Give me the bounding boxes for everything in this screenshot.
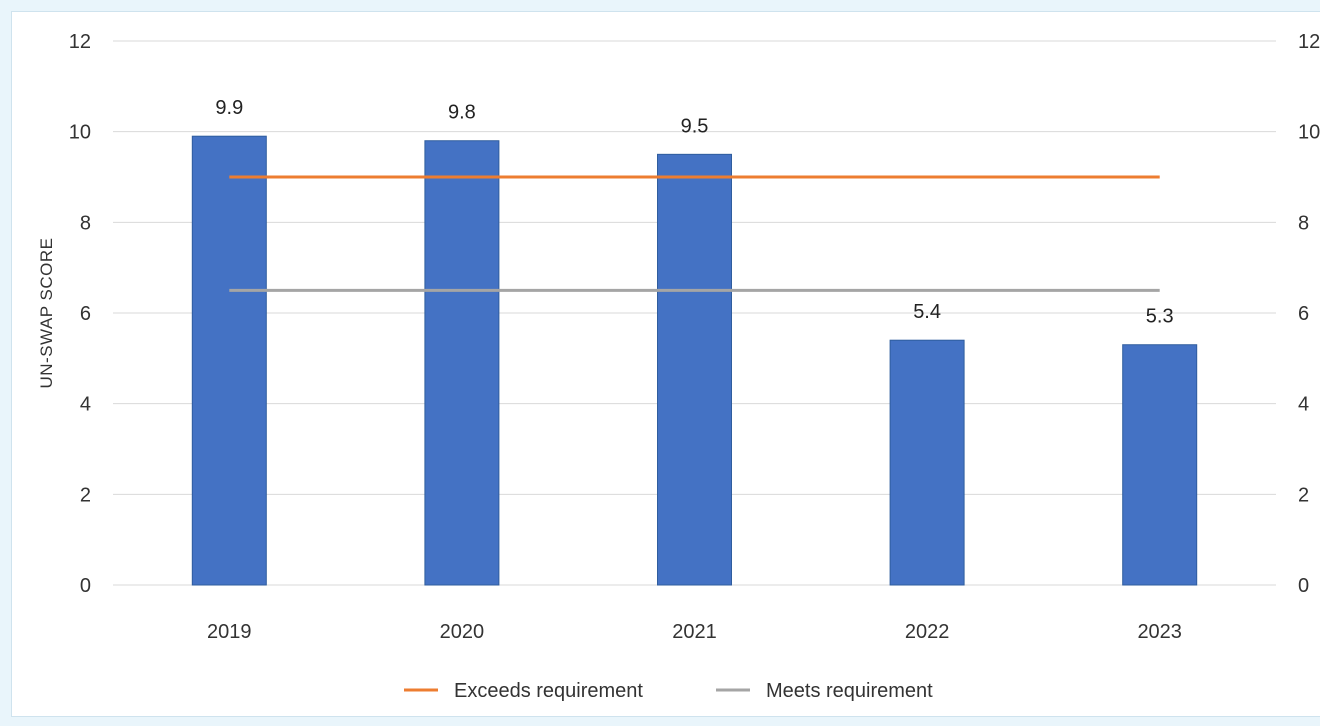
- bar: [191, 135, 267, 586]
- y-tick-label: 12: [69, 31, 91, 53]
- secondary-y-axis-ticks: 0 2 4 6 8 10 12: [1298, 31, 1320, 597]
- secondary-y-tick-label: 8: [1298, 212, 1309, 234]
- x-tick-label: 2020: [440, 621, 485, 643]
- y-tick-label: 10: [69, 122, 91, 144]
- data-labels: 9.9 9.8 9.5 5.4 5.3: [215, 97, 1173, 328]
- bar: [657, 153, 732, 586]
- y-axis-label: UN-SWAP SCORE: [37, 237, 56, 388]
- data-label: 5.4: [913, 301, 941, 323]
- y-tick-label: 8: [80, 212, 91, 234]
- y-tick-label: 0: [80, 575, 91, 597]
- secondary-y-tick-label: 0: [1298, 575, 1309, 597]
- bar: [1122, 344, 1198, 586]
- x-tick-label: 2021: [672, 621, 717, 643]
- bar: [889, 339, 965, 586]
- x-tick-label: 2023: [1137, 621, 1182, 643]
- legend-item: Exceeds requirement: [404, 680, 643, 702]
- x-tick-label: 2019: [207, 621, 252, 643]
- data-label: 5.3: [1146, 306, 1174, 328]
- data-label: 9.9: [215, 97, 243, 119]
- y-axis-ticks: 0 2 4 6 8 10 12: [69, 31, 91, 597]
- legend-label: Meets requirement: [766, 680, 933, 702]
- secondary-y-tick-label: 12: [1298, 31, 1320, 53]
- bars: [191, 135, 1198, 586]
- y-tick-label: 2: [80, 484, 91, 506]
- data-label: 9.8: [448, 102, 476, 124]
- secondary-y-tick-label: 2: [1298, 484, 1309, 506]
- secondary-y-tick-label: 10: [1298, 122, 1320, 144]
- x-tick-label: 2022: [905, 621, 950, 643]
- y-tick-label: 6: [80, 303, 91, 325]
- legend-item: Meets requirement: [716, 680, 933, 702]
- y-tick-label: 4: [80, 394, 91, 416]
- reference-lines: [229, 175, 1160, 292]
- legend: Exceeds requirement Meets requirement: [404, 680, 933, 702]
- secondary-y-tick-label: 6: [1298, 303, 1309, 325]
- legend-label: Exceeds requirement: [454, 680, 643, 702]
- secondary-y-tick-label: 4: [1298, 394, 1309, 416]
- x-axis-ticks: 2019 2020 2021 2022 2023: [207, 621, 1182, 643]
- data-label: 9.5: [681, 115, 709, 137]
- bar: [424, 140, 500, 586]
